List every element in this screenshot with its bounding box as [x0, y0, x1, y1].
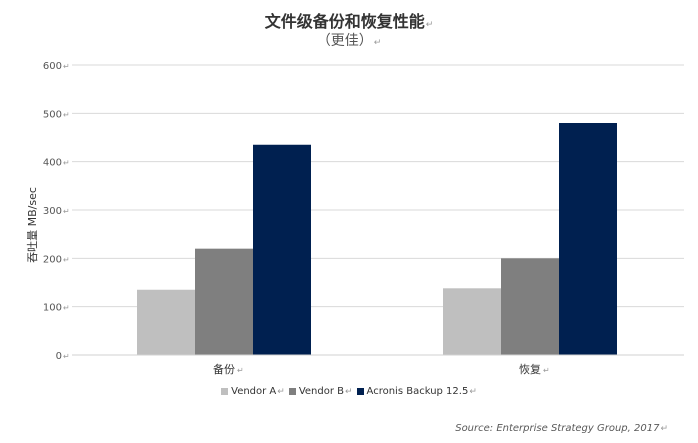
paragraph-mark-icon: ↵ — [63, 110, 70, 119]
legend-label: Vendor B — [298, 386, 344, 397]
paragraph-mark-icon: ↵ — [425, 20, 434, 30]
chart-title: 文件级备份和恢复性能↵ — [0, 8, 698, 32]
y-axis-label: 吞吐量 MB/sec — [26, 187, 39, 263]
legend-item: Acronis Backup 12.5 ↵ — [356, 386, 477, 397]
source-text: Source: Enterprise Strategy Group, 2017 — [455, 423, 660, 434]
paragraph-mark-icon: ↵ — [63, 62, 70, 71]
bar-3-1 — [253, 144, 311, 355]
legend-swatch — [288, 388, 296, 395]
bars-group — [137, 123, 617, 355]
legend-swatch — [356, 388, 364, 395]
bar-3-2 — [559, 123, 617, 355]
x-category-label: 备份 — [213, 362, 235, 376]
paragraph-mark-icon: ↵ — [469, 386, 477, 397]
paragraph-mark-icon: ↵ — [63, 255, 70, 264]
paragraph-mark-icon: ↵ — [63, 352, 70, 361]
source-note: Source: Enterprise Strategy Group, 2017↵ — [455, 423, 668, 434]
bar-1-2 — [443, 288, 501, 355]
y-tick-label: 100 — [43, 303, 62, 314]
x-category-labels: 备份 ↵ 恢复 ↵ — [213, 362, 550, 376]
y-tick-label: 400 — [43, 158, 62, 169]
paragraph-mark-icon: ↵ — [277, 386, 285, 397]
legend-label: Vendor A — [231, 386, 277, 397]
chart-title-text: 文件级备份和恢复性能 — [264, 12, 425, 31]
chart-subtitle-text: （更佳） — [316, 33, 373, 49]
chart-subtitle: （更佳）↵ — [0, 30, 698, 50]
y-tick-labels: 0 ↵100 ↵200 ↵300 ↵400 ↵500 ↵600 ↵ — [43, 61, 70, 362]
paragraph-mark-icon: ↵ — [237, 366, 244, 375]
paragraph-mark-icon: ↵ — [373, 38, 382, 48]
y-tick-label: 600 — [43, 61, 62, 72]
paragraph-mark-icon: ↵ — [345, 386, 353, 397]
y-tick-label: 200 — [43, 254, 62, 265]
bar-2-1 — [195, 248, 253, 355]
y-tick-label: 500 — [43, 109, 62, 120]
legend-item: Vendor A ↵ — [221, 386, 285, 397]
legend-swatch — [221, 388, 229, 395]
paragraph-mark-icon: ↵ — [543, 366, 550, 375]
legend: Vendor A ↵ Vendor B ↵ Acronis Backup 12.5 ↵ — [0, 386, 698, 397]
legend-item: Vendor B ↵ — [288, 386, 353, 397]
paragraph-mark-icon: ↵ — [63, 159, 70, 168]
y-tick-label: 300 — [43, 206, 62, 217]
y-tick-label: 0 — [56, 351, 62, 362]
paragraph-mark-icon: ↵ — [63, 304, 70, 313]
paragraph-mark-icon: ↵ — [660, 424, 668, 434]
bar-1-1 — [137, 289, 195, 355]
x-category-label: 恢复 — [519, 362, 541, 376]
paragraph-mark-icon: ↵ — [63, 207, 70, 216]
legend-label: Acronis Backup 12.5 — [366, 386, 469, 397]
bar-2-2 — [501, 258, 559, 355]
